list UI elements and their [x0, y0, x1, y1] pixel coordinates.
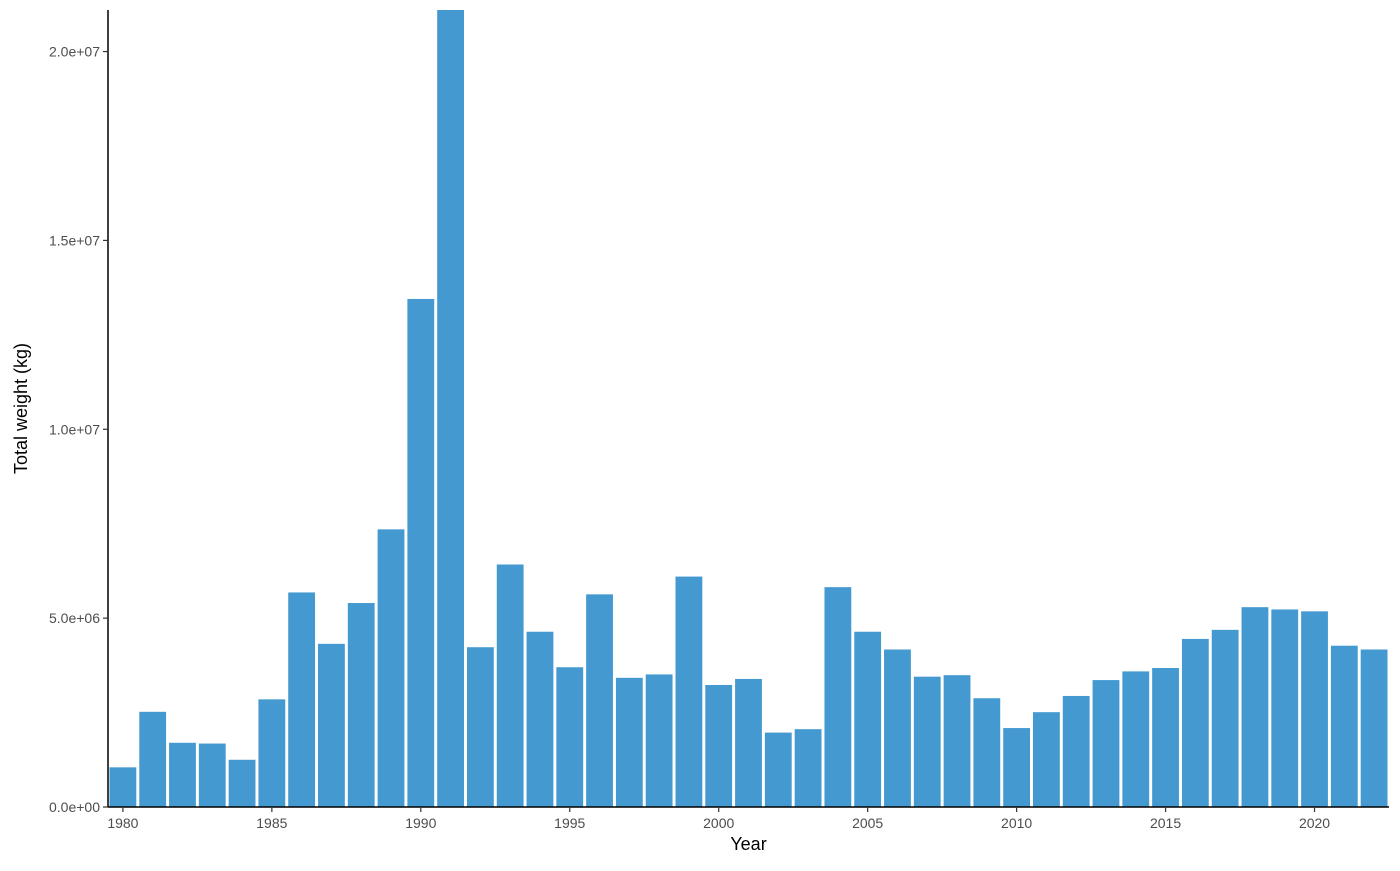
bar-1985 [258, 699, 286, 807]
bar-1994 [526, 631, 554, 807]
bar-2002 [764, 732, 792, 807]
x-tick-label: 2015 [1150, 815, 1181, 831]
y-axis: 0.0e+00 5.0e+06 1.0e+07 1.5e+07 2.0e+07 [49, 10, 109, 815]
bar-1987 [318, 643, 345, 807]
bar-1995 [556, 667, 584, 807]
bar-2014 [1122, 671, 1150, 807]
bar-1983 [198, 743, 226, 807]
x-tick-label: 2010 [1001, 815, 1032, 831]
bar-1999 [675, 576, 703, 807]
bar-1981 [139, 711, 167, 807]
x-axis-title: Year [730, 834, 766, 854]
bar-2010 [1003, 728, 1031, 807]
y-tick-label: 1.5e+07 [49, 232, 100, 248]
x-tick-label: 2000 [703, 815, 734, 831]
bars-group [109, 10, 1388, 807]
bar-2003 [794, 729, 822, 807]
bar-2001 [735, 678, 762, 807]
bar-2015 [1152, 668, 1179, 807]
bar-1993 [496, 564, 524, 807]
bar-2022 [1360, 649, 1388, 807]
y-tick-label: 1.0e+07 [49, 421, 100, 437]
bar-2018 [1241, 607, 1269, 807]
bar-2008 [943, 675, 971, 807]
bar-2006 [884, 649, 911, 807]
y-tick-label: 5.0e+06 [49, 610, 100, 626]
x-tick-label: 1985 [256, 815, 287, 831]
bar-1982 [169, 742, 196, 807]
bar-1997 [615, 677, 643, 807]
bar-1988 [347, 603, 375, 807]
bar-1990 [407, 298, 435, 807]
bar-1996 [586, 594, 613, 807]
y-axis-title: Total weight (kg) [11, 343, 31, 474]
bar-1989 [377, 529, 405, 807]
bar-2021 [1330, 645, 1358, 807]
bar-2009 [973, 698, 1001, 807]
x-tick-label: 2005 [852, 815, 883, 831]
bar-1998 [645, 674, 673, 807]
x-tick-label: 1995 [554, 815, 585, 831]
bar-2007 [913, 676, 941, 807]
bar-1991 [437, 10, 464, 807]
bar-2012 [1062, 695, 1090, 807]
bar-2016 [1181, 638, 1209, 807]
bar-2000 [705, 684, 733, 807]
bar-2020 [1301, 611, 1328, 807]
x-tick-label: 1980 [107, 815, 138, 831]
x-tick-label: 2020 [1299, 815, 1330, 831]
bar-1984 [228, 759, 256, 807]
bar-2017 [1211, 629, 1239, 807]
bar-2011 [1033, 712, 1060, 807]
bar-2019 [1271, 609, 1299, 807]
x-axis: 1980 1985 1990 1995 2000 2005 2010 2015 2020 [107, 806, 1389, 831]
bar-1992 [466, 647, 494, 807]
bar-2013 [1092, 680, 1120, 807]
bar-1986 [288, 592, 316, 807]
x-tick-label: 1990 [405, 815, 436, 831]
bar-2005 [854, 631, 882, 807]
bar-1980 [109, 767, 137, 807]
y-tick-label: 2.0e+07 [49, 44, 100, 60]
bar-2004 [824, 587, 852, 807]
y-tick-label: 0.0e+00 [49, 799, 100, 815]
